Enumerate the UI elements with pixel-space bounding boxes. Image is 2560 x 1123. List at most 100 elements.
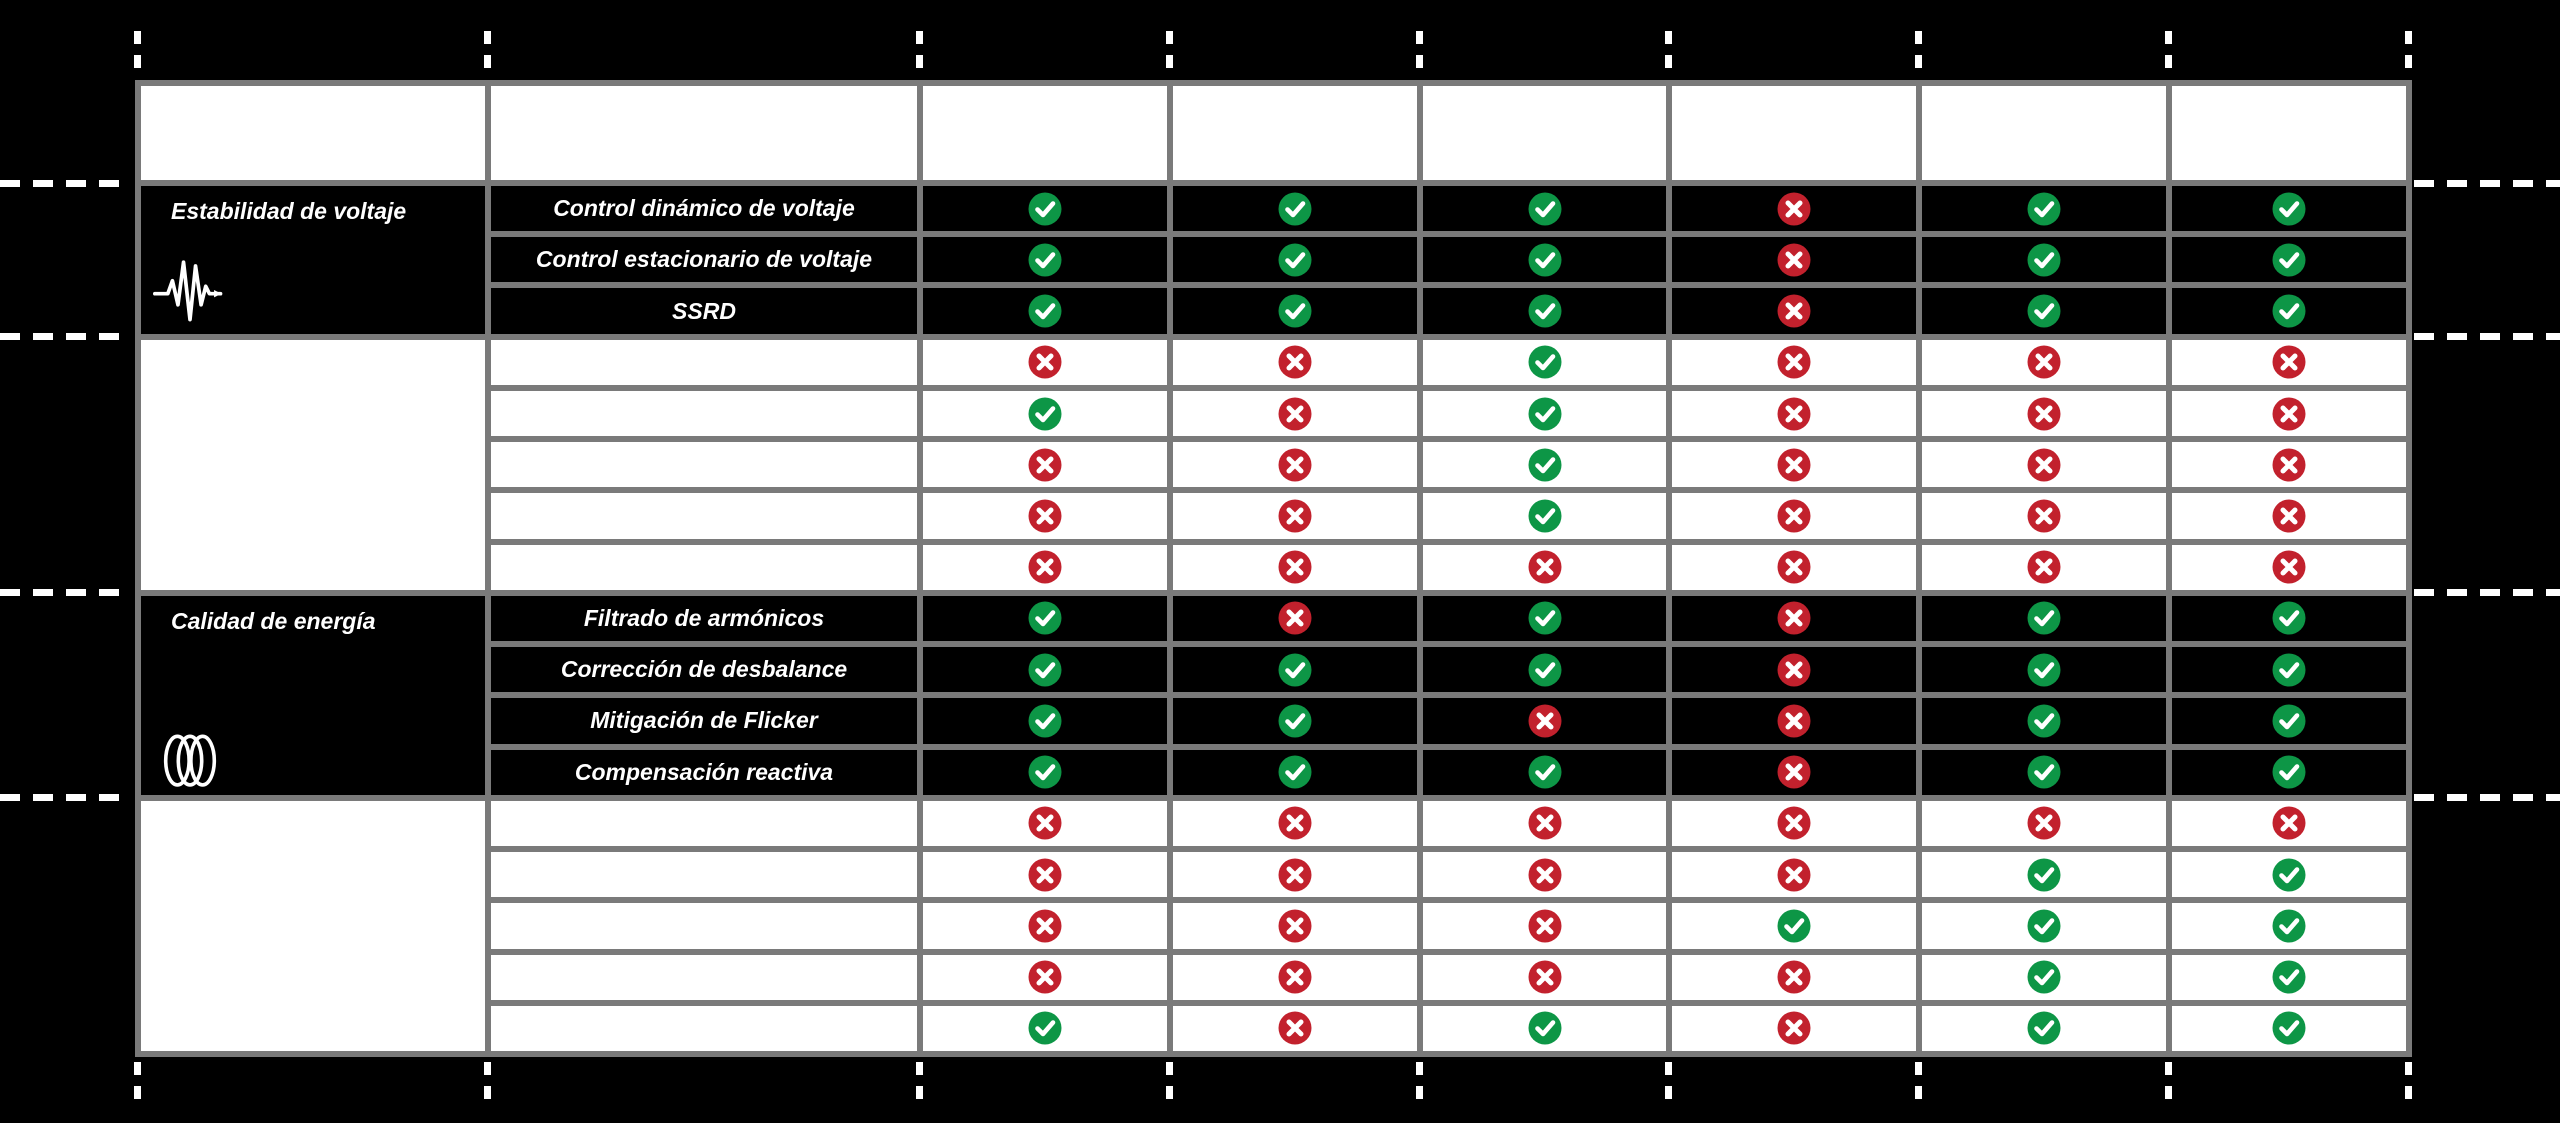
not-supported-cell	[2172, 544, 2406, 590]
cross-circle-icon	[2027, 448, 2061, 482]
supported-cell	[2172, 595, 2406, 642]
check-circle-icon	[1028, 397, 1062, 431]
not-supported-cell	[1173, 852, 1417, 898]
category-cell	[141, 800, 485, 1051]
not-supported-cell	[1423, 852, 1666, 898]
not-supported-cell	[1672, 442, 1916, 488]
not-supported-cell	[1672, 186, 1916, 232]
feature-cell: Corrección de desbalance	[491, 647, 917, 693]
supported-cell	[1922, 186, 2166, 232]
feature-cell: SSRD	[491, 288, 917, 334]
supported-cell	[1922, 647, 2166, 693]
supported-cell	[1173, 698, 1417, 744]
cross-circle-icon	[1278, 960, 1312, 994]
not-supported-cell	[1672, 544, 1916, 590]
feature-label: Mitigación de Flicker	[590, 707, 818, 734]
supported-cell	[1922, 954, 2166, 1000]
not-supported-cell	[1672, 852, 1916, 898]
check-circle-icon	[1028, 294, 1062, 328]
check-circle-icon	[2272, 858, 2306, 892]
supported-cell	[923, 749, 1167, 795]
feature-label: Control dinámico de voltaje	[553, 195, 855, 222]
not-supported-cell	[1173, 1005, 1417, 1051]
not-supported-cell	[923, 954, 1167, 1000]
cross-circle-icon	[1777, 550, 1811, 584]
not-supported-cell	[923, 442, 1167, 488]
check-circle-icon	[1528, 448, 1561, 482]
cross-circle-icon	[1278, 909, 1312, 943]
not-supported-cell	[1173, 954, 1417, 1000]
header-cell-6	[1672, 86, 1916, 180]
cross-circle-icon	[1777, 448, 1811, 482]
cross-circle-icon	[1777, 397, 1811, 431]
check-circle-icon	[1278, 755, 1312, 789]
check-circle-icon	[2272, 192, 2306, 226]
column-guide-tick	[1915, 1062, 1922, 1109]
cross-circle-icon	[2272, 499, 2306, 533]
check-circle-icon	[1528, 755, 1561, 789]
supported-cell	[1922, 852, 2166, 898]
column-guide-tick	[1915, 31, 1922, 78]
not-supported-cell	[1922, 493, 2166, 539]
cross-circle-icon	[1278, 858, 1312, 892]
feature-cell	[491, 800, 917, 847]
not-supported-cell	[1672, 288, 1916, 334]
cross-circle-icon	[1028, 858, 1062, 892]
column-guide-tick	[1665, 1062, 1672, 1109]
column-guide-tick	[916, 31, 923, 78]
cross-circle-icon	[1278, 806, 1312, 840]
column-guide-tick	[484, 31, 491, 78]
supported-cell	[1423, 647, 1666, 693]
supported-cell	[1423, 390, 1666, 437]
supported-cell	[1423, 288, 1666, 334]
feature-cell: Control dinámico de voltaje	[491, 186, 917, 232]
cross-circle-icon	[1777, 755, 1811, 789]
supported-cell	[1423, 493, 1666, 539]
check-circle-icon	[1528, 192, 1561, 226]
not-supported-cell	[1423, 544, 1666, 590]
supported-cell	[1423, 186, 1666, 232]
check-circle-icon	[1278, 243, 1312, 277]
not-supported-cell	[1672, 493, 1916, 539]
column-guide-tick	[1416, 31, 1423, 78]
check-circle-icon	[2272, 243, 2306, 277]
not-supported-cell	[1423, 903, 1666, 949]
not-supported-cell	[1173, 390, 1417, 437]
not-supported-cell	[1173, 339, 1417, 385]
cross-circle-icon	[1028, 345, 1062, 379]
cross-circle-icon	[1278, 499, 1312, 533]
check-circle-icon	[2272, 653, 2306, 687]
check-circle-icon	[2027, 601, 2061, 635]
check-circle-icon	[2027, 960, 2061, 994]
cross-circle-icon	[2272, 806, 2306, 840]
check-circle-icon	[2027, 192, 2061, 226]
column-guide-tick	[134, 1062, 141, 1109]
column-guide-tick	[2405, 1062, 2412, 1109]
not-supported-cell	[923, 852, 1167, 898]
supported-cell	[1423, 339, 1666, 385]
cross-circle-icon	[2272, 550, 2306, 584]
supported-cell	[1173, 186, 1417, 232]
cross-circle-icon	[1528, 704, 1561, 738]
supported-cell	[923, 186, 1167, 232]
supported-cell	[923, 237, 1167, 283]
comparison-table: Estabilidad de voltaje Control dinámico d…	[135, 80, 2412, 1057]
check-circle-icon	[1278, 704, 1312, 738]
cross-circle-icon	[1028, 960, 1062, 994]
supported-cell	[2172, 186, 2406, 232]
supported-cell	[1922, 288, 2166, 334]
not-supported-cell	[923, 493, 1167, 539]
cross-circle-icon	[1777, 960, 1811, 994]
not-supported-cell	[2172, 390, 2406, 437]
not-supported-cell	[1423, 800, 1666, 847]
not-supported-cell	[1672, 339, 1916, 385]
check-circle-icon	[1028, 192, 1062, 226]
cross-circle-icon	[1777, 858, 1811, 892]
supported-cell	[923, 288, 1167, 334]
check-circle-icon	[2027, 909, 2061, 943]
not-supported-cell	[1922, 339, 2166, 385]
supported-cell	[1922, 698, 2166, 744]
column-guide-tick	[2165, 1062, 2172, 1109]
supported-cell	[2172, 954, 2406, 1000]
feature-cell	[491, 903, 917, 949]
